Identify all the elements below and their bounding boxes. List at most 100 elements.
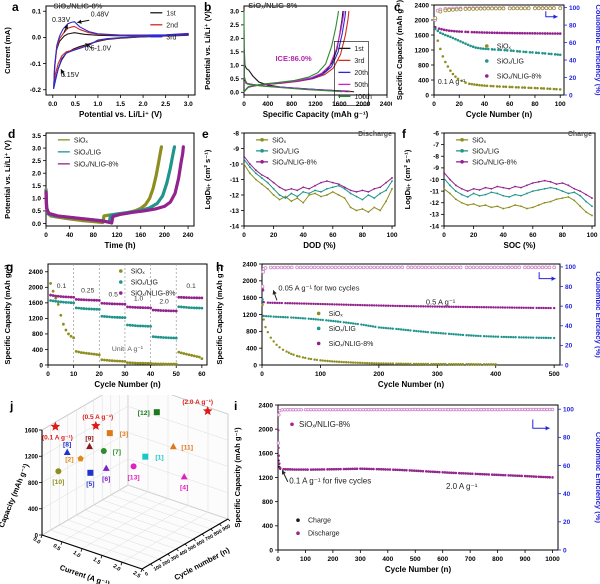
svg-text:60: 60 <box>563 463 571 470</box>
svg-text:0: 0 <box>242 101 246 108</box>
svg-text:10: 10 <box>70 371 78 378</box>
svg-text:2000: 2000 <box>243 278 258 285</box>
svg-text:0.15V: 0.15V <box>61 72 80 79</box>
svg-text:60: 60 <box>529 232 537 239</box>
svg-text:2.0: 2.0 <box>112 564 122 573</box>
svg-text:0.0: 0.0 <box>32 221 41 228</box>
svg-text:400: 400 <box>418 77 429 84</box>
chart-gitt: 0 40 80 120 160 200 240 0.0 0.5 1.0 1.5 2.0 2.5 3.0 3.… <box>3 132 195 250</box>
svg-text:2.5: 2.5 <box>161 101 170 108</box>
svg-text:-0.2: -0.2 <box>30 87 42 94</box>
svg-text:20: 20 <box>563 519 571 526</box>
svg-text:0: 0 <box>260 371 264 378</box>
svg-text:2.0 A g⁻¹: 2.0 A g⁻¹ <box>446 482 478 491</box>
svg-text:80: 80 <box>359 232 367 239</box>
svg-text:SiOₓ: SiOₓ <box>497 44 512 51</box>
svg-text:20: 20 <box>470 232 478 239</box>
svg-text:400: 400 <box>262 523 273 530</box>
svg-text:3.0: 3.0 <box>184 101 193 108</box>
svg-text:100: 100 <box>300 556 311 563</box>
svg-text:(0.1 A g⁻¹): (0.1 A g⁻¹) <box>42 435 73 442</box>
svg-text:1600: 1600 <box>29 300 44 307</box>
svg-text:SiOₓ/NLIG-8%: SiOₓ/NLIG-8% <box>248 1 297 10</box>
panel-d: d 0 40 80 120 160 200 240 0.0 0.5 1.0 1.5 2.0 2.5 3.0… <box>0 125 200 256</box>
svg-text:SiOₓ: SiOₓ <box>472 137 487 144</box>
svg-text:(2.0 A g⁻¹): (2.0 A g⁻¹) <box>182 399 213 406</box>
svg-text:20th: 20th <box>354 70 368 77</box>
svg-text:-8: -8 <box>233 130 239 137</box>
panel-j: j 0 400 800 1200 1600 0.0 0.5 1.0 1.5 2.0 2.5 0 100 2… <box>0 395 230 584</box>
svg-text:[1]: [1] <box>155 455 163 462</box>
svg-text:2000: 2000 <box>356 101 371 108</box>
svg-text:1600: 1600 <box>25 428 39 434</box>
svg-text:800: 800 <box>492 556 503 563</box>
svg-text:SiOₓ/LIG: SiOₓ/LIG <box>472 148 499 155</box>
svg-text:20: 20 <box>96 371 104 378</box>
svg-text:2nd: 2nd <box>166 22 178 29</box>
svg-text:Cycle Number (n): Cycle Number (n) <box>378 380 445 389</box>
panel-label-f: f <box>402 127 406 141</box>
svg-text:Time (h): Time (h) <box>105 241 136 250</box>
svg-text:-10: -10 <box>230 161 240 168</box>
svg-text:60: 60 <box>569 40 577 47</box>
svg-text:0: 0 <box>44 232 48 239</box>
svg-text:0.0: 0.0 <box>32 536 42 545</box>
svg-text:1.5: 1.5 <box>230 49 239 56</box>
svg-text:300: 300 <box>432 371 443 378</box>
svg-text:SiOₓ: SiOₓ <box>131 269 146 276</box>
panel-label-c: c <box>394 0 401 14</box>
svg-text:Unit: A g⁻¹: Unit: A g⁻¹ <box>112 346 144 353</box>
svg-text:1.0: 1.0 <box>230 63 239 70</box>
svg-text:50th: 50th <box>354 82 368 89</box>
svg-text:400: 400 <box>28 507 39 513</box>
svg-text:0: 0 <box>144 571 149 578</box>
svg-text:SiOₓ/LIG: SiOₓ/LIG <box>131 280 158 287</box>
svg-text:2.5: 2.5 <box>32 158 41 165</box>
svg-text:2400: 2400 <box>415 2 430 9</box>
svg-text:80: 80 <box>531 101 539 108</box>
panel-e: e 0 20 40 60 80 100 -8 -9 -10 -11 -12 -13 -14 DOD (%)… <box>200 125 400 256</box>
svg-text:120: 120 <box>112 232 123 239</box>
svg-text:240: 240 <box>183 232 194 239</box>
svg-text:400: 400 <box>262 101 273 108</box>
svg-text:[13]: [13] <box>128 474 140 481</box>
svg-text:2.0: 2.0 <box>139 101 148 108</box>
svg-text:400: 400 <box>32 347 43 354</box>
svg-text:SiOₓ/NLIG-8%: SiOₓ/NLIG-8% <box>472 159 517 166</box>
panel-i: i 0 100 200 300 400 500 600 700 800 900 1000 0 400 80… <box>230 395 600 584</box>
svg-text:-0.1: -0.1 <box>30 61 42 68</box>
svg-text:800: 800 <box>246 329 257 336</box>
svg-text:20: 20 <box>565 343 573 350</box>
svg-text:0: 0 <box>35 533 39 539</box>
svg-text:3.0: 3.0 <box>230 9 239 16</box>
svg-text:Current (mA): Current (mA) <box>3 27 12 74</box>
svg-text:SOC (%): SOC (%) <box>504 241 536 250</box>
svg-text:Specific Capacity (mAh g⁻¹): Specific Capacity (mAh g⁻¹) <box>395 0 404 100</box>
svg-text:[6]: [6] <box>102 476 110 483</box>
panel-label-d: d <box>8 127 16 141</box>
svg-text:2.0: 2.0 <box>159 298 169 305</box>
chart-cycling-2p0: 0 100 200 300 400 500 600 700 800 900 100004008001… <box>233 402 600 574</box>
svg-text:Coulombic Efficiency (%): Coulombic Efficiency (%) <box>594 4 600 96</box>
svg-text:1.0: 1.0 <box>93 101 102 108</box>
svg-text:0.1 A g⁻¹: 0.1 A g⁻¹ <box>438 79 466 86</box>
svg-text:0: 0 <box>269 547 273 554</box>
svg-text:2.5: 2.5 <box>132 570 142 579</box>
svg-text:50: 50 <box>173 371 181 378</box>
svg-text:0.33V: 0.33V <box>52 17 71 24</box>
svg-text:[9]: [9] <box>85 435 93 442</box>
svg-text:0: 0 <box>253 362 257 369</box>
svg-text:100: 100 <box>555 101 566 108</box>
svg-text:3.0: 3.0 <box>32 145 41 152</box>
svg-text:1200: 1200 <box>25 455 39 461</box>
svg-text:200: 200 <box>327 556 338 563</box>
svg-text:DOD (%): DOD (%) <box>303 241 336 250</box>
svg-text:100: 100 <box>569 5 580 12</box>
svg-text:100: 100 <box>563 407 574 414</box>
svg-text:LogDₗᵢ₊ (cm² s⁻¹): LogDₗᵢ₊ (cm² s⁻¹) <box>403 149 412 209</box>
svg-text:0: 0 <box>39 362 43 369</box>
svg-text:SiOₓ/LIG: SiOₓ/LIG <box>497 59 524 66</box>
svg-text:-9: -9 <box>233 146 239 153</box>
svg-text:800: 800 <box>32 331 43 338</box>
